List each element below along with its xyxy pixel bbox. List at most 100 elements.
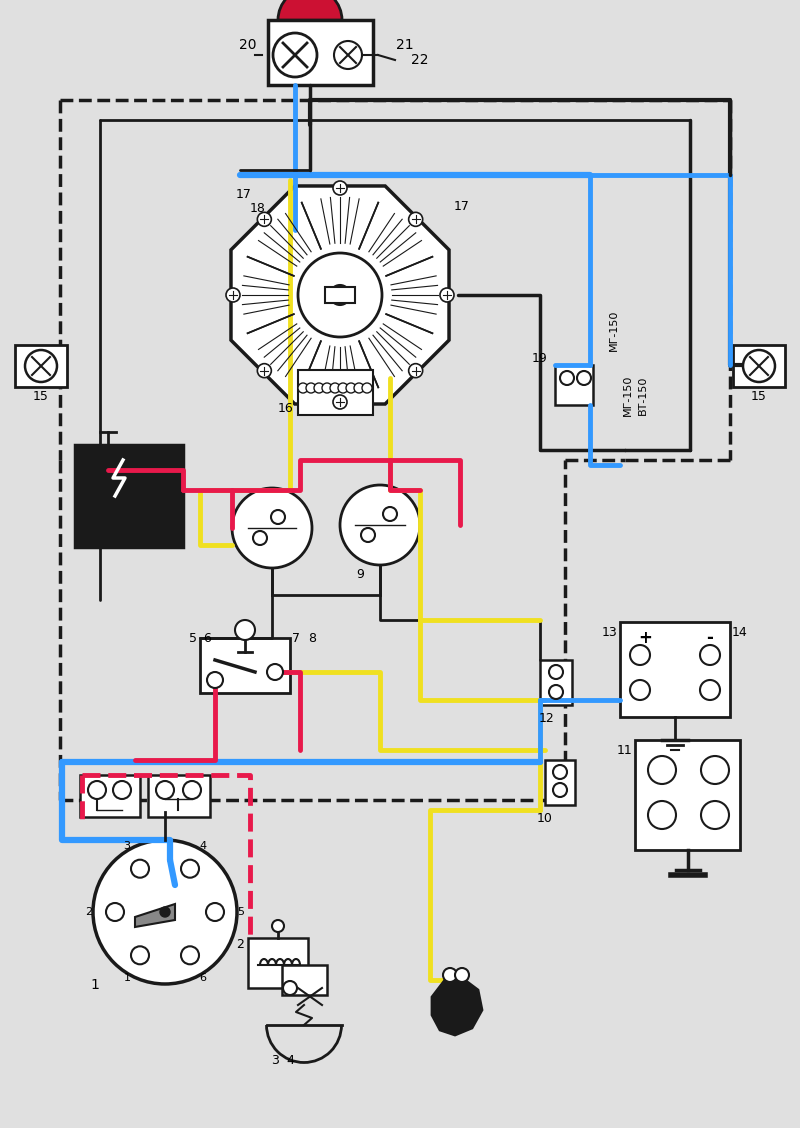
Circle shape: [701, 801, 729, 829]
Circle shape: [88, 781, 106, 799]
Text: 7: 7: [292, 632, 300, 644]
Circle shape: [181, 860, 199, 878]
Text: 18: 18: [250, 202, 266, 214]
Circle shape: [553, 783, 567, 797]
Polygon shape: [231, 186, 449, 404]
Circle shape: [333, 180, 347, 195]
Text: 1: 1: [90, 978, 99, 992]
Circle shape: [560, 371, 574, 385]
Circle shape: [354, 384, 364, 393]
Circle shape: [258, 363, 271, 378]
Circle shape: [131, 946, 149, 964]
Circle shape: [258, 212, 271, 227]
Circle shape: [272, 920, 284, 932]
Text: 15: 15: [751, 390, 767, 404]
Circle shape: [743, 350, 775, 382]
Bar: [555, 365, 593, 405]
Circle shape: [701, 756, 729, 784]
Bar: [325, 287, 355, 303]
Bar: [635, 740, 740, 851]
Text: 2: 2: [86, 907, 93, 917]
Circle shape: [630, 680, 650, 700]
Circle shape: [206, 904, 224, 920]
Bar: [15, 345, 67, 387]
Bar: [148, 775, 210, 817]
Bar: [75, 446, 183, 547]
Text: 5: 5: [189, 632, 197, 644]
Text: 4: 4: [199, 841, 206, 852]
Text: МГ-150: МГ-150: [623, 374, 633, 416]
Bar: [248, 938, 308, 988]
Text: 3: 3: [271, 1054, 279, 1066]
Text: 1: 1: [123, 972, 130, 982]
Text: -: -: [706, 629, 714, 647]
Circle shape: [322, 384, 332, 393]
Circle shape: [362, 384, 372, 393]
Text: 8: 8: [308, 632, 316, 644]
Circle shape: [314, 384, 324, 393]
Circle shape: [455, 968, 469, 982]
Bar: [282, 964, 327, 995]
Circle shape: [700, 645, 720, 666]
Circle shape: [25, 350, 57, 382]
Circle shape: [443, 968, 457, 982]
Text: 15: 15: [33, 390, 49, 404]
Circle shape: [232, 488, 312, 569]
Circle shape: [648, 801, 676, 829]
Circle shape: [207, 672, 223, 688]
Circle shape: [183, 781, 201, 799]
Circle shape: [160, 907, 170, 917]
Circle shape: [156, 781, 174, 799]
Circle shape: [333, 395, 347, 409]
Text: 9: 9: [356, 569, 364, 582]
Text: 5: 5: [238, 907, 245, 917]
Circle shape: [346, 384, 356, 393]
Text: 22: 22: [411, 53, 429, 67]
Bar: [268, 20, 373, 85]
Circle shape: [334, 41, 362, 69]
Circle shape: [267, 664, 283, 680]
Bar: [200, 638, 290, 693]
Text: МГ-150: МГ-150: [609, 309, 619, 351]
Text: 6: 6: [199, 972, 206, 982]
Circle shape: [106, 904, 124, 920]
Circle shape: [338, 384, 348, 393]
Circle shape: [409, 363, 422, 378]
Text: 21: 21: [396, 38, 414, 52]
Circle shape: [330, 285, 350, 305]
Wedge shape: [278, 0, 342, 20]
Circle shape: [340, 485, 420, 565]
Circle shape: [409, 212, 422, 227]
Text: 13: 13: [602, 626, 618, 638]
Circle shape: [549, 685, 563, 699]
Circle shape: [383, 506, 397, 521]
Circle shape: [440, 288, 454, 302]
Circle shape: [235, 620, 255, 640]
Text: 16: 16: [278, 402, 294, 414]
Circle shape: [226, 288, 240, 302]
Circle shape: [553, 765, 567, 779]
Text: 3: 3: [123, 841, 130, 852]
Text: 17: 17: [236, 188, 252, 202]
Text: 17: 17: [454, 201, 470, 213]
Polygon shape: [432, 978, 482, 1036]
Polygon shape: [135, 904, 175, 927]
Circle shape: [93, 840, 237, 984]
Text: 10: 10: [537, 811, 553, 825]
Circle shape: [549, 666, 563, 679]
Bar: [620, 622, 730, 717]
Circle shape: [330, 384, 340, 393]
Circle shape: [577, 371, 591, 385]
Text: 19: 19: [532, 352, 548, 364]
Circle shape: [113, 781, 131, 799]
Circle shape: [700, 680, 720, 700]
Text: 11: 11: [617, 743, 633, 757]
Text: 14: 14: [732, 626, 748, 638]
Circle shape: [253, 531, 267, 545]
Bar: [733, 345, 785, 387]
Circle shape: [630, 645, 650, 666]
Text: 6: 6: [203, 632, 211, 644]
Bar: [545, 760, 575, 805]
Circle shape: [273, 33, 317, 77]
Bar: [80, 775, 140, 817]
